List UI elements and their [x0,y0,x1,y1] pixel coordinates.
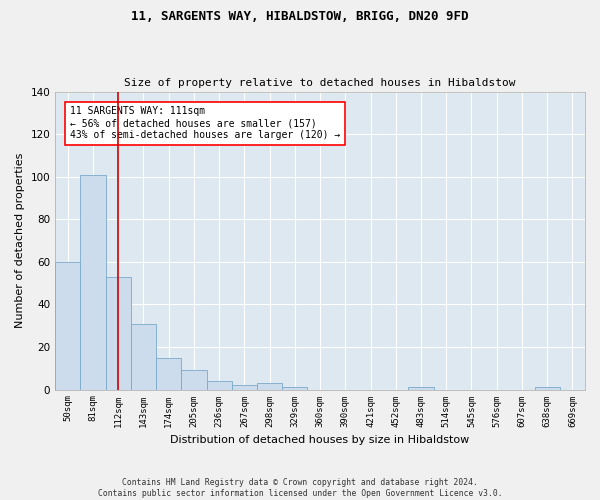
Bar [106,276,131,390]
Bar [232,386,257,390]
Title: Size of property relative to detached houses in Hibaldstow: Size of property relative to detached ho… [124,78,516,88]
Y-axis label: Number of detached properties: Number of detached properties [15,153,25,328]
Text: Contains HM Land Registry data © Crown copyright and database right 2024.
Contai: Contains HM Land Registry data © Crown c… [98,478,502,498]
Bar [409,388,434,390]
Bar [55,262,80,390]
Bar [257,383,282,390]
Bar [206,381,232,390]
Text: 11 SARGENTS WAY: 111sqm
← 56% of detached houses are smaller (157)
43% of semi-d: 11 SARGENTS WAY: 111sqm ← 56% of detache… [70,106,341,140]
Bar [131,324,156,390]
Bar [80,174,106,390]
X-axis label: Distribution of detached houses by size in Hibaldstow: Distribution of detached houses by size … [170,435,470,445]
Bar [535,388,560,390]
Bar [282,388,307,390]
Bar [181,370,206,390]
Bar [156,358,181,390]
Text: 11, SARGENTS WAY, HIBALDSTOW, BRIGG, DN20 9FD: 11, SARGENTS WAY, HIBALDSTOW, BRIGG, DN2… [131,10,469,23]
